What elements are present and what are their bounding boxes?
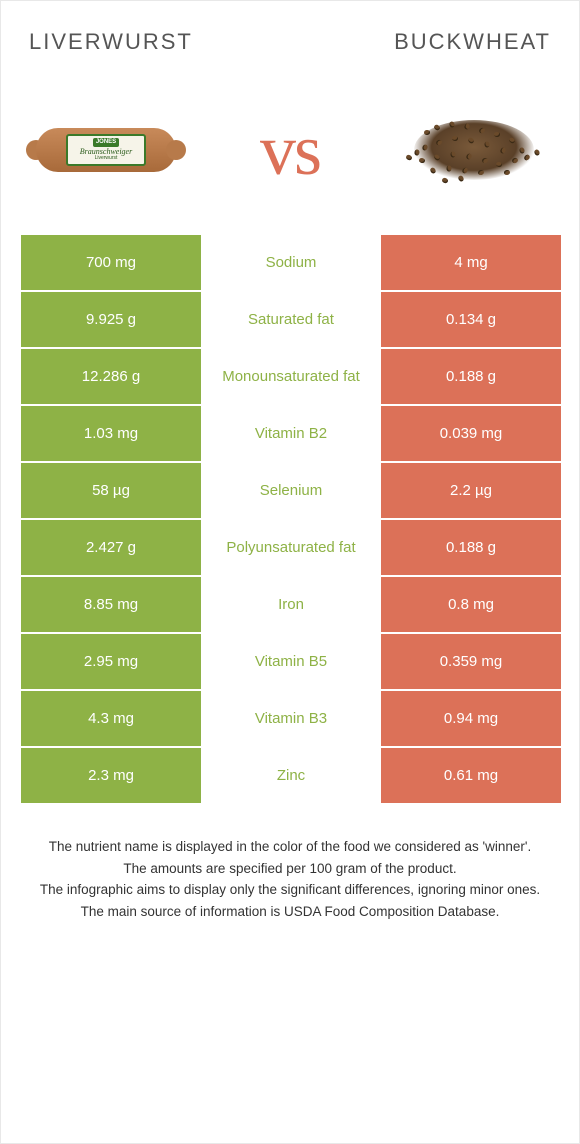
nutrient-name-cell: Vitamin B3: [201, 691, 381, 746]
table-row: 2.427 gPolyunsaturated fat0.188 g: [21, 520, 561, 575]
sausage-sub: Liverwurst: [95, 156, 118, 162]
left-value-cell: 2.95 mg: [21, 634, 201, 689]
right-value-cell: 0.61 mg: [381, 748, 561, 803]
right-food-image: [389, 95, 559, 205]
nutrient-name-cell: Sodium: [201, 235, 381, 290]
nutrient-name-cell: Vitamin B5: [201, 634, 381, 689]
left-value-cell: 8.85 mg: [21, 577, 201, 632]
footnote-line: The infographic aims to display only the…: [39, 880, 541, 900]
table-row: 700 mgSodium4 mg: [21, 235, 561, 290]
comparison-table: 700 mgSodium4 mg9.925 gSaturated fat0.13…: [21, 235, 561, 803]
right-value-cell: 0.94 mg: [381, 691, 561, 746]
left-value-cell: 2.3 mg: [21, 748, 201, 803]
page-container: Liverwurst Buckwheat JONES Braunschweige…: [0, 0, 580, 1144]
right-value-cell: 0.188 g: [381, 349, 561, 404]
left-food-title: Liverwurst: [29, 29, 193, 55]
grain-icon: [405, 154, 413, 161]
right-value-cell: 0.359 mg: [381, 634, 561, 689]
table-row: 58 µgSelenium2.2 µg: [21, 463, 561, 518]
table-row: 2.3 mgZinc0.61 mg: [21, 748, 561, 803]
nutrient-name-cell: Selenium: [201, 463, 381, 518]
grain-icon: [534, 149, 541, 156]
liverwurst-illustration: JONES Braunschweiger Liverwurst: [26, 120, 186, 180]
table-row: 12.286 gMonounsaturated fat0.188 g: [21, 349, 561, 404]
footnote-line: The nutrient name is displayed in the co…: [39, 837, 541, 857]
footnote-line: The amounts are specified per 100 gram o…: [39, 859, 541, 879]
table-row: 8.85 mgIron0.8 mg: [21, 577, 561, 632]
header: Liverwurst Buckwheat: [1, 1, 579, 55]
right-value-cell: 0.039 mg: [381, 406, 561, 461]
vs-row: JONES Braunschweiger Liverwurst vs: [1, 55, 579, 235]
grain-icon: [441, 177, 449, 184]
left-value-cell: 700 mg: [21, 235, 201, 290]
nutrient-name-cell: Monounsaturated fat: [201, 349, 381, 404]
left-value-cell: 4.3 mg: [21, 691, 201, 746]
grain-icon: [504, 170, 511, 176]
right-value-cell: 4 mg: [381, 235, 561, 290]
nutrient-name-cell: Polyunsaturated fat: [201, 520, 381, 575]
right-value-cell: 0.8 mg: [381, 577, 561, 632]
buckwheat-illustration: [394, 100, 554, 200]
nutrient-name-cell: Vitamin B2: [201, 406, 381, 461]
grain-icon: [450, 151, 455, 157]
right-value-cell: 2.2 µg: [381, 463, 561, 518]
footnotes: The nutrient name is displayed in the co…: [39, 837, 541, 921]
grain-icon: [424, 130, 430, 135]
sausage-product-label: JONES Braunschweiger Liverwurst: [66, 134, 146, 166]
nutrient-name-cell: Zinc: [201, 748, 381, 803]
right-value-cell: 0.188 g: [381, 520, 561, 575]
left-value-cell: 12.286 g: [21, 349, 201, 404]
left-value-cell: 9.925 g: [21, 292, 201, 347]
table-row: 2.95 mgVitamin B50.359 mg: [21, 634, 561, 689]
nutrient-name-cell: Iron: [201, 577, 381, 632]
left-value-cell: 58 µg: [21, 463, 201, 518]
table-row: 4.3 mgVitamin B30.94 mg: [21, 691, 561, 746]
left-food-image: JONES Braunschweiger Liverwurst: [21, 95, 191, 205]
right-food-title: Buckwheat: [394, 29, 551, 55]
left-value-cell: 1.03 mg: [21, 406, 201, 461]
table-row: 9.925 gSaturated fat0.134 g: [21, 292, 561, 347]
nutrient-name-cell: Saturated fat: [201, 292, 381, 347]
table-row: 1.03 mgVitamin B20.039 mg: [21, 406, 561, 461]
right-value-cell: 0.134 g: [381, 292, 561, 347]
left-value-cell: 2.427 g: [21, 520, 201, 575]
footnote-line: The main source of information is USDA F…: [39, 902, 541, 922]
vs-label: vs: [260, 109, 320, 192]
sausage-brand: JONES: [93, 138, 119, 147]
